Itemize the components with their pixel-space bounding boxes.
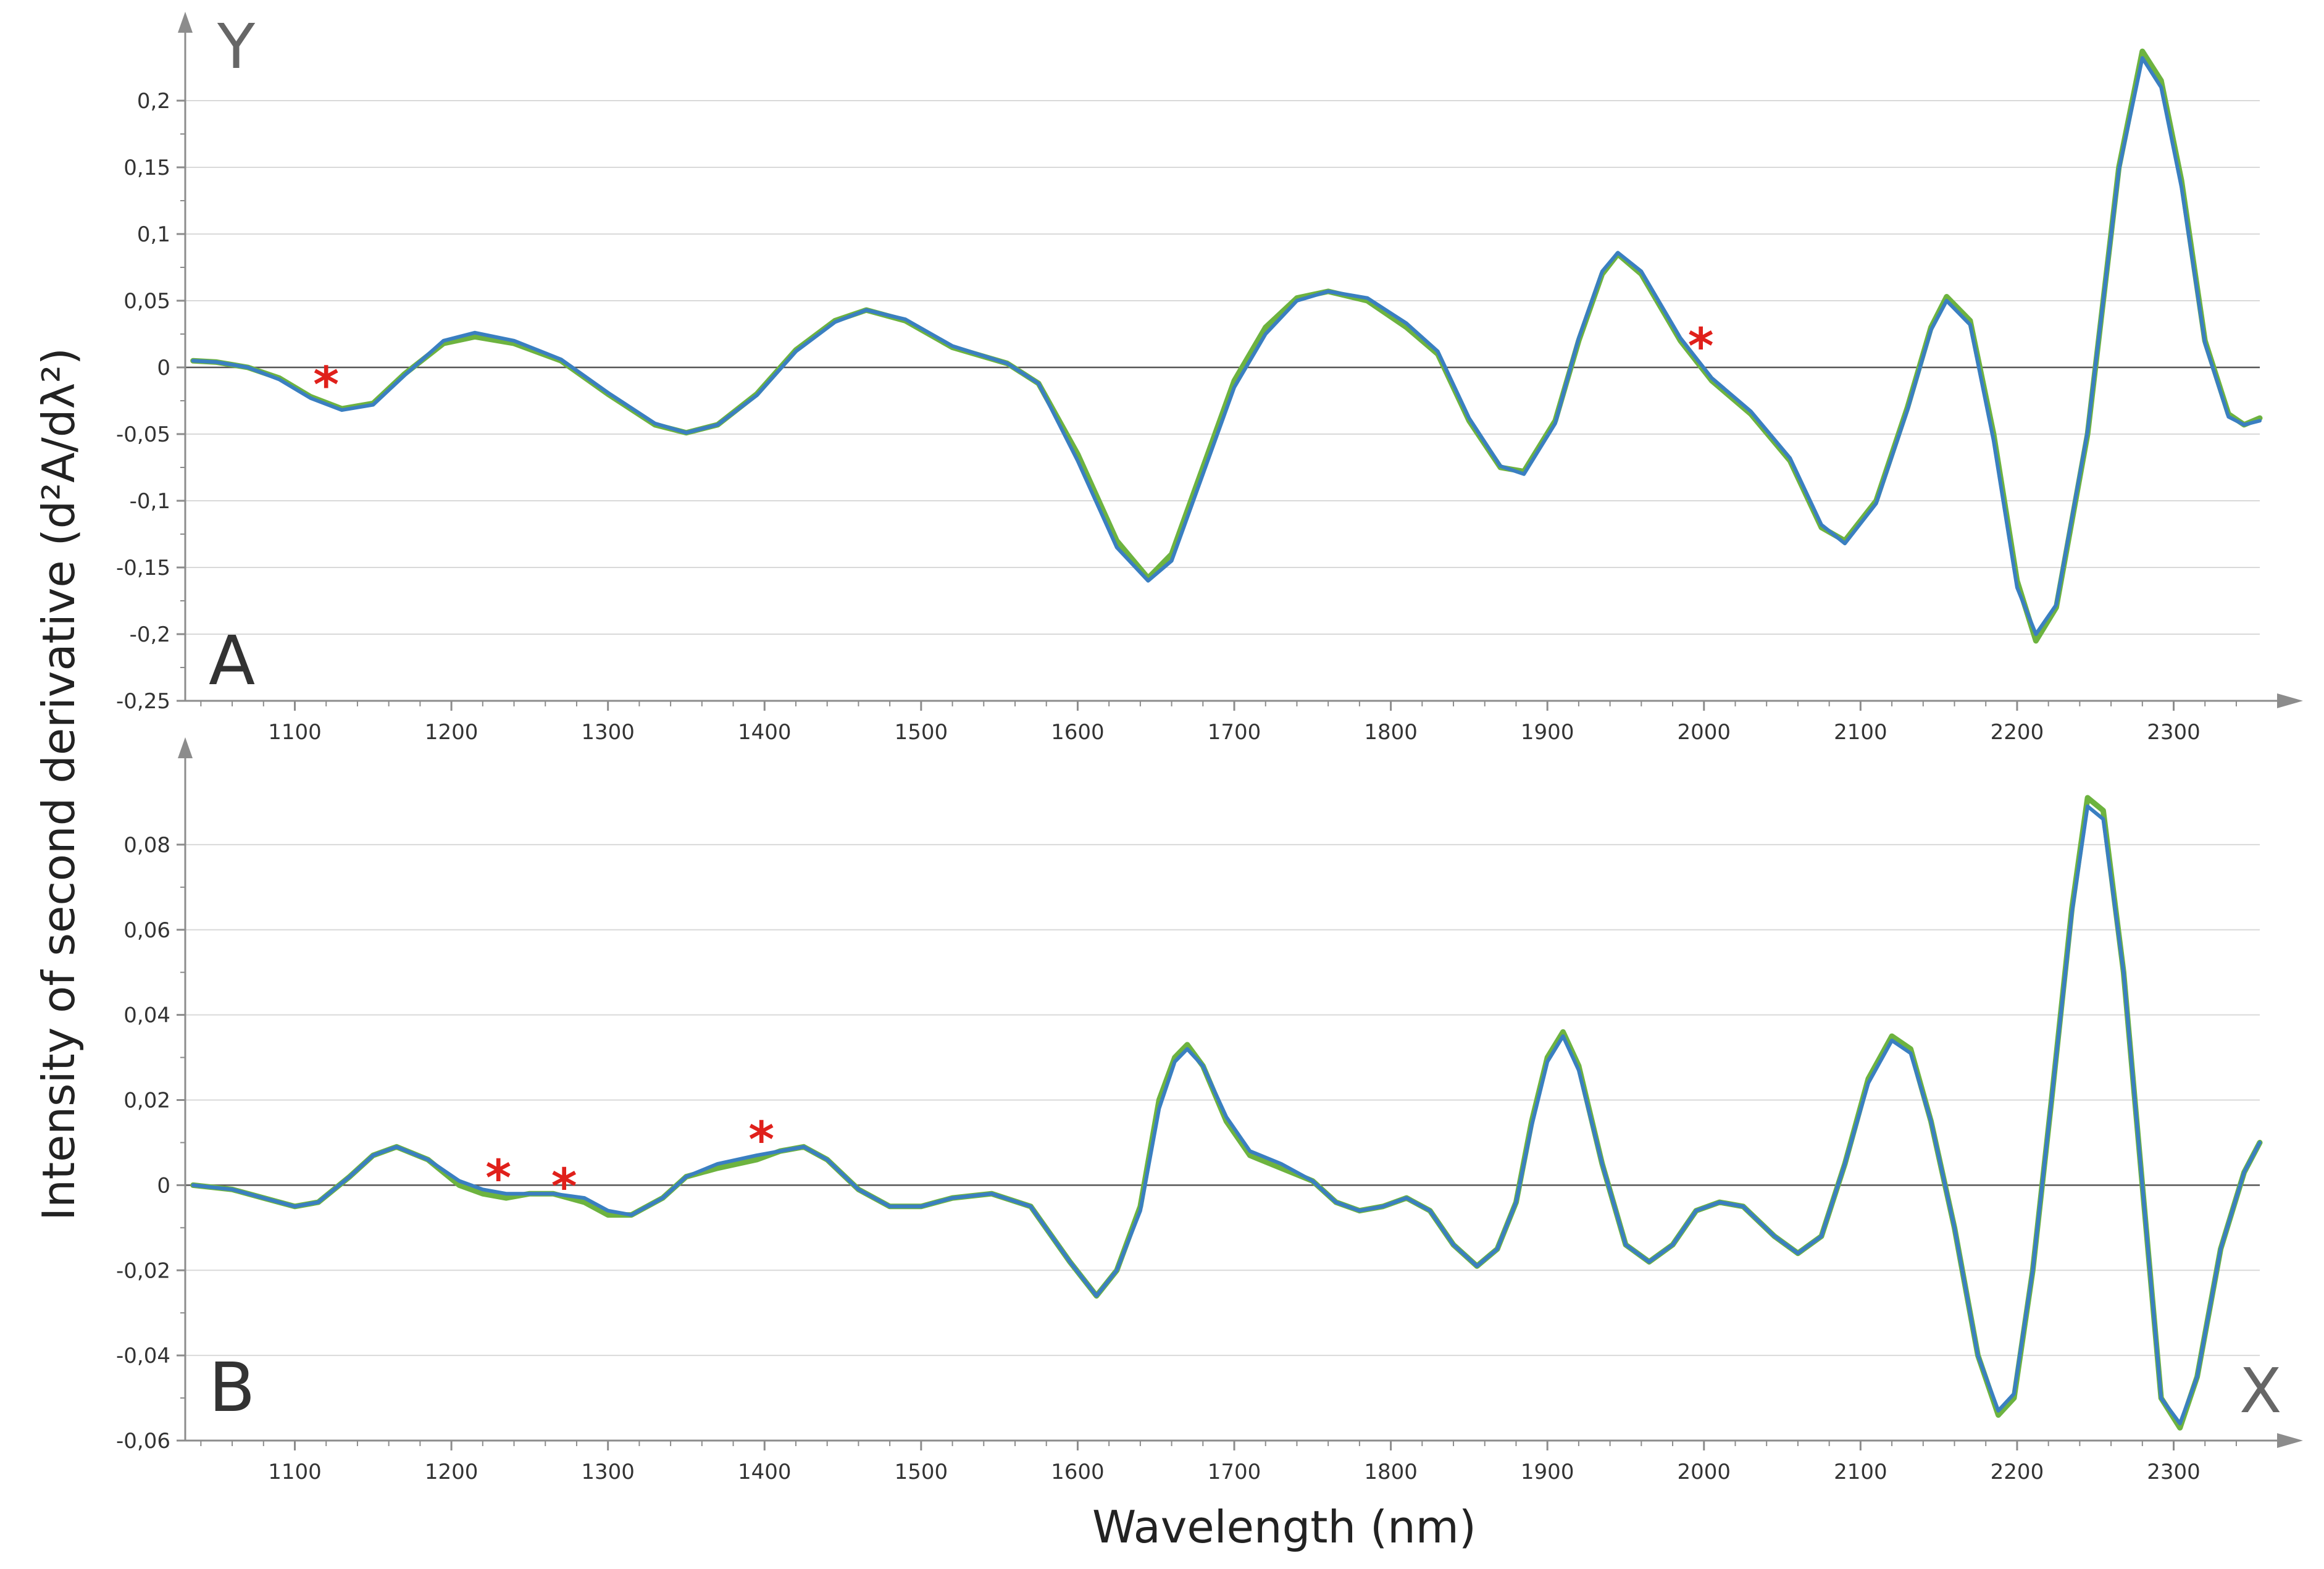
panel-b-x-tick-label: 2200 — [1991, 1460, 2044, 1484]
panel-a-x-tick-label: 1400 — [738, 720, 792, 745]
panel-a-x-tick-label: 2100 — [1834, 720, 1887, 745]
y-axis-title: Intensity of second derivative (d²A/dλ²) — [33, 348, 85, 1221]
panel-a-y-tick-label: 0,1 — [137, 222, 170, 247]
panel-b-y-tick-label: 0 — [157, 1173, 170, 1198]
panel-a-y-tick-label: 0 — [157, 356, 170, 380]
panel-a-x-tick-label: 2000 — [1678, 720, 1731, 745]
panel-b-x-tick-label: 2000 — [1678, 1460, 1731, 1484]
markers-layer: * * * * * — [313, 317, 1713, 1215]
panel-b-y-axis-arrow — [178, 737, 193, 758]
panel-b-x-tick-label: 2300 — [2147, 1460, 2201, 1484]
panel-a-x-tick-label: 1600 — [1051, 720, 1105, 745]
panel-b-y-tick-label: -0,04 — [116, 1344, 170, 1368]
grid-layer — [185, 100, 2260, 1357]
panel-a-x-tick-label: 1100 — [268, 720, 322, 745]
panel-a-x-tick-label: 2300 — [2147, 720, 2201, 745]
panel-a-series_2-line — [191, 56, 2262, 636]
panel-a-y-axis-arrow — [178, 12, 193, 33]
panel-a-star-marker: * — [313, 356, 339, 414]
panel-b-x-tick-label: 1400 — [738, 1460, 792, 1484]
panel-a-x-tick-label: 1500 — [895, 720, 948, 745]
panel-b-y-tick-label: 0,06 — [123, 918, 170, 943]
panel-b-star-marker: * — [748, 1111, 774, 1169]
panel-a-y-tick-label: -0,05 — [116, 422, 170, 447]
panel-a-letter: A — [209, 621, 255, 700]
panel-a-x-tick-label: 1900 — [1521, 720, 1574, 745]
panel-b-y-tick-label: -0,02 — [116, 1258, 170, 1283]
panel-b-x-tick-label: 1900 — [1521, 1460, 1574, 1484]
panel-a-x-tick-label: 1800 — [1364, 720, 1418, 745]
panel-a-y-tick-label: -0,1 — [130, 489, 170, 514]
panel-b-y-tick-label: 0,04 — [123, 1003, 170, 1028]
panel-b-y-tick-label: 0,02 — [123, 1089, 170, 1113]
panel-a-y-tick-label: 0,05 — [123, 289, 170, 314]
x-axis-title: Wavelength (nm) — [1092, 1501, 1476, 1553]
panel-b-x-tick-label: 1300 — [581, 1460, 635, 1484]
panel-b-x-axis-arrow — [2277, 1433, 2303, 1448]
panel-a-y-tick-label: -0,25 — [116, 689, 170, 714]
panel-b-x-tick-label: 2100 — [1834, 1460, 1887, 1484]
panel-a-y-tick-label: -0,2 — [130, 622, 170, 647]
panel-a-x-tick-label: 1700 — [1208, 720, 1261, 745]
panel-a-y-tick-label: 0,2 — [137, 89, 170, 114]
panel-a-x-axis-arrow — [2277, 693, 2303, 708]
panel-b-y-tick-label: -0,06 — [116, 1429, 170, 1454]
panel-a-star-marker: * — [1688, 317, 1714, 375]
panel-a-x-tick-label: 1200 — [425, 720, 479, 745]
panel-b-y-tick-label: 0,08 — [123, 833, 170, 858]
x-axis-letter: X — [2239, 1355, 2282, 1427]
series-layer — [190, 48, 2263, 1431]
panel-b-x-tick-label: 1600 — [1051, 1460, 1105, 1484]
y-axis-letter: Y — [217, 10, 256, 83]
panel-b-letter: B — [209, 1348, 255, 1427]
panel-a-x-tick-label: 1300 — [581, 720, 635, 745]
panel-b-x-tick-label: 1200 — [425, 1460, 479, 1484]
panel-b-series_2-line — [191, 804, 2262, 1426]
panel-b-star-marker: * — [485, 1150, 511, 1207]
panel-b-x-tick-label: 1700 — [1208, 1460, 1261, 1484]
axes-layer: -0,25 -0,2 -0,15 -0,1 -0,05 0 0,05 0,1 0,15 0,2 11… — [116, 12, 2303, 1484]
panel-b-x-tick-label: 1500 — [895, 1460, 948, 1484]
panel-a-x-tick-label: 2200 — [1991, 720, 2044, 745]
panel-b-star-marker: * — [551, 1158, 577, 1215]
panel-b-x-tick-label: 1800 — [1364, 1460, 1418, 1484]
panel-a-y-tick-label: 0,15 — [123, 156, 170, 180]
panel-b-x-tick-label: 1100 — [268, 1460, 322, 1484]
panel-a-y-tick-label: -0,15 — [116, 556, 170, 580]
